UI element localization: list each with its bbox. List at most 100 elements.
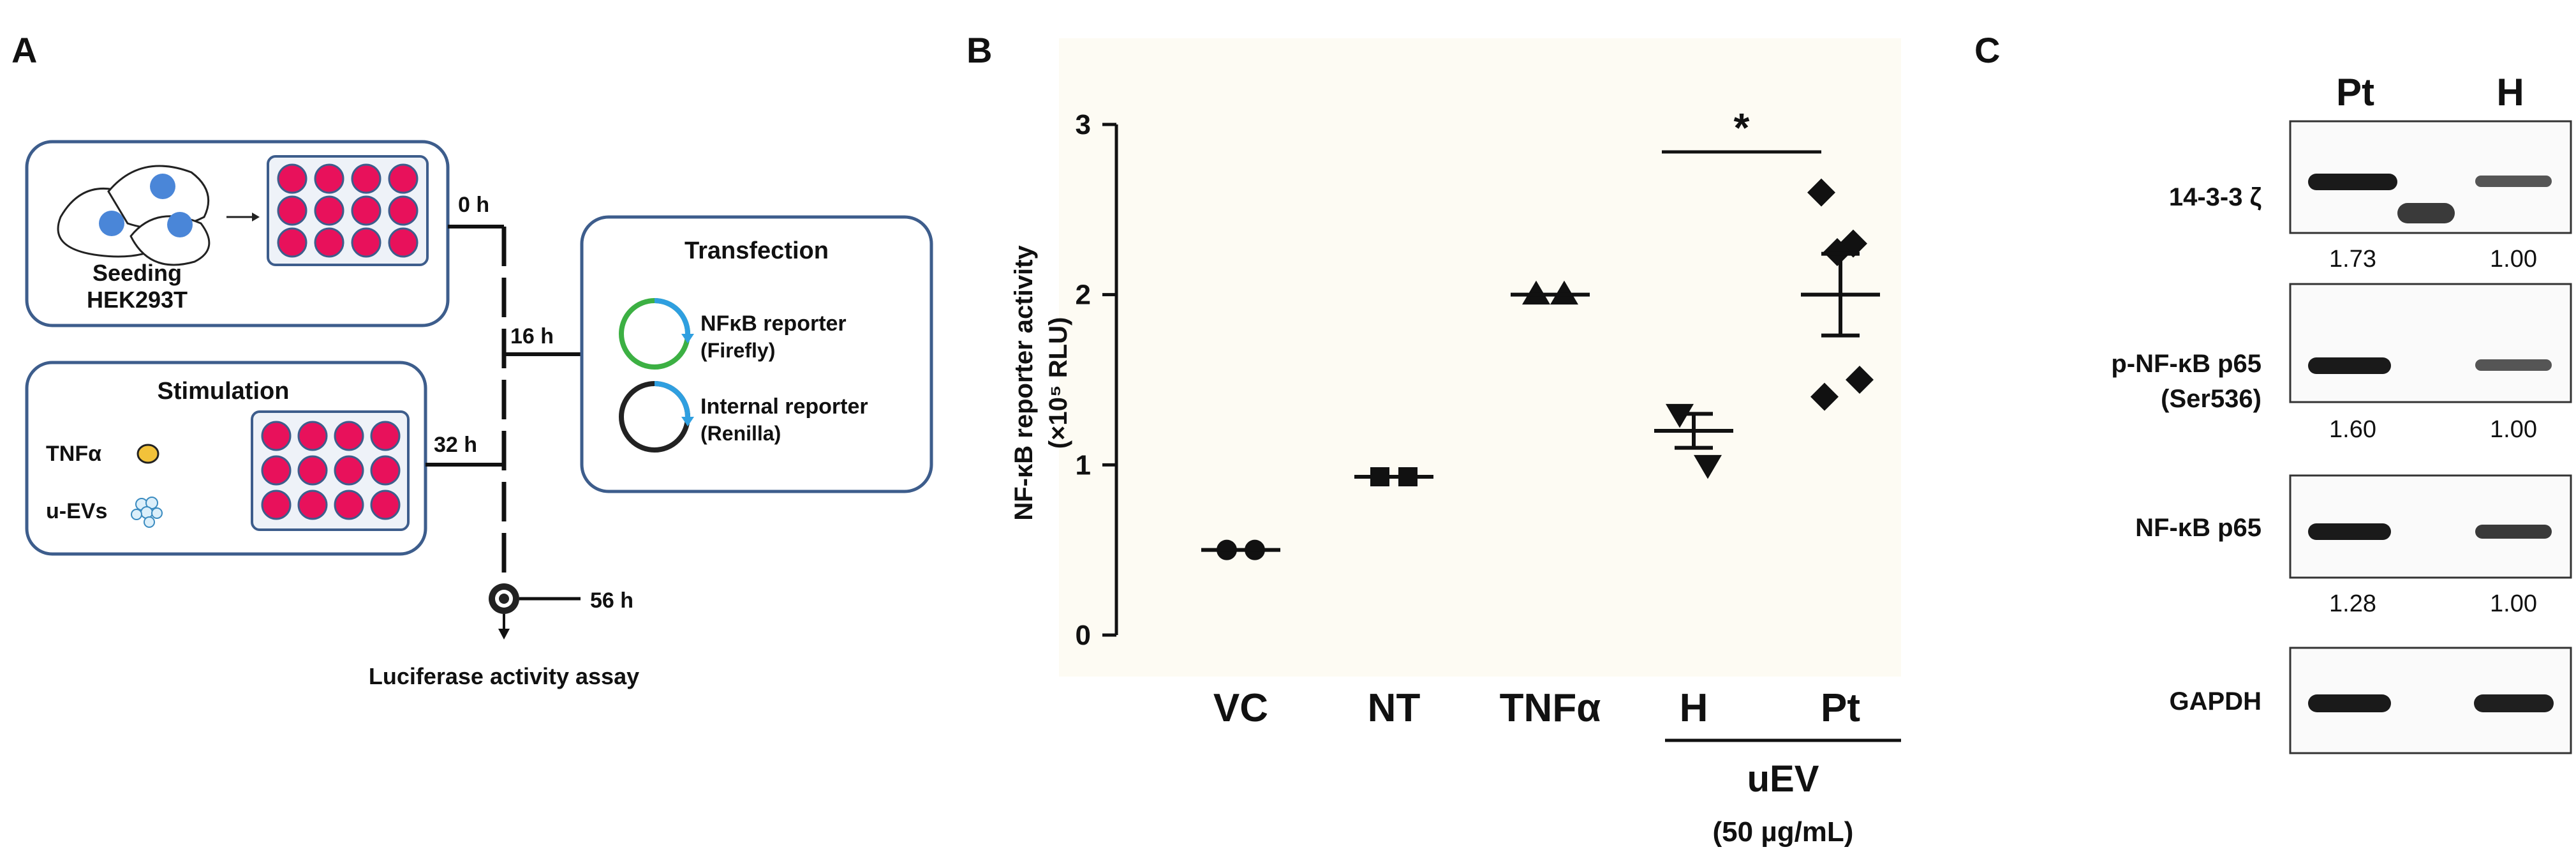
well (297, 455, 328, 486)
plate-2 (251, 410, 410, 531)
blot2-frame (2289, 283, 2572, 403)
well (370, 421, 401, 451)
seeding-label: Seeding (93, 260, 182, 286)
well (297, 421, 328, 451)
y-axis-label-line1: NF-κB reporter activity (1010, 245, 1038, 521)
blot3-value-h: 1.00 (2490, 590, 2537, 617)
blot1-band-pt (2308, 174, 2397, 190)
blot2-label-line2: (Ser536) (2161, 385, 2261, 413)
significance-star: * (1734, 105, 1750, 151)
panel-label-b: B (966, 30, 992, 70)
data-point (1666, 403, 1694, 428)
blot4-band-h (2474, 694, 2554, 712)
uev-group-label: uEV (1747, 758, 1819, 800)
well (351, 227, 381, 258)
well (261, 455, 292, 486)
panel-label-a: A (11, 30, 37, 70)
panel-a-diagram: Seeding HEK293T Stimulation TNFα u-EVs 0… (25, 140, 933, 689)
well (277, 227, 307, 258)
assay-label: Luciferase activity assay (369, 663, 639, 689)
y-tick-label: 3 (1076, 109, 1091, 140)
hek293t-cells-icon (57, 165, 211, 266)
y-tick-label: 0 (1076, 620, 1091, 651)
blot1-band-h (2475, 176, 2552, 187)
blot2-value-pt: 1.60 (2329, 416, 2376, 443)
well (297, 490, 328, 520)
panel-label-c: C (1974, 30, 2000, 70)
x-axis-labels: VC NT TNFα H Pt (1213, 686, 1860, 730)
stim-tnf-label: TNFα (46, 442, 101, 466)
cell-line-label: HEK293T (87, 287, 188, 313)
blot2-band-pt (2308, 357, 2391, 374)
y-axis-title: NF-κB reporter activity (×10⁵ RLU) (1010, 245, 1072, 521)
plate-1 (267, 155, 429, 266)
well (277, 195, 307, 226)
reporter2-line1: Internal reporter (700, 394, 868, 419)
blot1-band-marker (2397, 203, 2455, 223)
uev-group-sublabel: (50 µg/mL) (1713, 816, 1854, 848)
y-tick-label: 1 (1076, 449, 1091, 481)
well (314, 195, 344, 226)
stimulation-title: Stimulation (158, 378, 290, 405)
well (388, 227, 418, 258)
data-point (1694, 454, 1722, 479)
well (370, 490, 401, 520)
blot4-label: GAPDH (2170, 687, 2261, 715)
reporter1-line1: NFκB reporter (700, 311, 847, 336)
time-0: 0 h (458, 193, 489, 217)
data-point (1522, 280, 1550, 305)
data-point (1550, 280, 1578, 305)
y-axis-label-line2: (×10⁵ RLU) (1044, 317, 1072, 449)
chart-background (1059, 38, 1901, 677)
well (277, 163, 307, 194)
blot3-band-h (2475, 525, 2552, 539)
blot1-value-h: 1.00 (2490, 246, 2537, 273)
lane-label-pt: Pt (2336, 71, 2374, 114)
x-tick-label: Pt (1821, 686, 1860, 730)
x-tick-label: H (1680, 686, 1708, 730)
blot2-value-h: 1.00 (2490, 416, 2537, 443)
stimulation-box (25, 361, 427, 556)
time-16: 16 h (510, 324, 554, 348)
lane-label-h: H (2496, 71, 2524, 114)
chart-marks (1201, 178, 1880, 560)
blot1-label: 14-3-3 ζ (2169, 183, 2261, 211)
blot3-label: NF-κB p65 (2135, 514, 2261, 542)
reporter2-line2: (Renilla) (700, 422, 781, 445)
chart: NF-κB reporter activity (×10⁵ RLU) 0123 … (1010, 105, 1901, 848)
seeding-arrowhead (252, 213, 260, 221)
tnf-dot-icon (137, 444, 159, 464)
well (334, 455, 364, 486)
well (351, 195, 381, 226)
stim-uev-label: u-EVs (46, 499, 107, 523)
well (314, 227, 344, 258)
well (334, 490, 364, 520)
transfection-title: Transfection (685, 237, 829, 264)
reporter1-line2: (Firefly) (700, 339, 775, 362)
y-axis: 0 1 2 3 (1076, 109, 1118, 651)
well (370, 455, 401, 486)
blot2-band-h (2475, 359, 2552, 371)
well (388, 195, 418, 226)
time-32: 32 h (434, 433, 477, 457)
x-tick-label: VC (1213, 686, 1268, 730)
time-56: 56 h (590, 588, 633, 613)
x-tick-label: TNFα (1500, 686, 1601, 730)
blot2-label: p-NF-κB p65 (2111, 350, 2261, 378)
well (261, 490, 292, 520)
seeding-box (25, 140, 450, 327)
blot3-value-pt: 1.28 (2329, 590, 2376, 617)
assay-arrowhead (498, 629, 510, 640)
plate-1-wells (277, 163, 418, 258)
blot3-band-pt (2308, 523, 2391, 540)
blot1-value-pt: 1.73 (2329, 246, 2376, 273)
data-point (1807, 178, 1835, 207)
well (334, 421, 364, 451)
well (351, 163, 381, 194)
plate-2-wells (261, 421, 401, 520)
y-tick-label: 2 (1076, 280, 1091, 311)
well (388, 163, 418, 194)
blot4-band-pt (2308, 694, 2391, 712)
transfection-box (580, 215, 933, 493)
